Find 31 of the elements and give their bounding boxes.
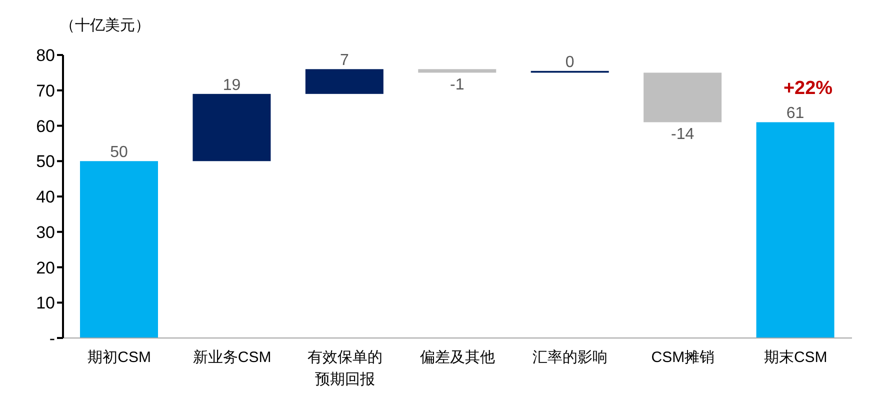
data-label: -14 xyxy=(671,126,694,144)
y-tick-label: 60 xyxy=(36,116,55,136)
bar xyxy=(418,69,496,73)
y-tick-label: 40 xyxy=(36,188,55,207)
y-tick-label: 50 xyxy=(36,152,55,172)
x-tick-label: 汇率的影响 xyxy=(532,349,608,366)
data-label: 19 xyxy=(222,76,241,94)
data-label: 50 xyxy=(110,144,128,162)
x-tick-label: 偏差及其他 xyxy=(420,349,495,366)
y-tick-label: 30 xyxy=(36,222,55,242)
y-tick-label: 70 xyxy=(36,81,55,100)
x-tick-label: 期末CSM xyxy=(764,349,828,366)
data-label: -1 xyxy=(450,76,464,94)
x-tick-label: 新业务CSM xyxy=(192,349,272,366)
y-tick-label: 80 xyxy=(36,46,55,66)
bar xyxy=(644,72,722,122)
annotation: +22% xyxy=(782,78,834,100)
data-label: 0 xyxy=(565,54,574,71)
bar xyxy=(192,94,271,162)
x-tick-label: CSM摊销 xyxy=(651,349,715,366)
y-tick-label: 20 xyxy=(36,258,55,278)
data-label: 61 xyxy=(786,105,804,122)
x-tick-label: 期初CSM xyxy=(88,349,152,366)
y-tick-label: 10 xyxy=(36,294,55,313)
data-label: 7 xyxy=(340,52,349,70)
bar xyxy=(305,69,384,94)
bar xyxy=(756,122,834,338)
bar xyxy=(80,161,158,338)
x-tick-label: 有效保单的预期回报 xyxy=(307,349,382,388)
y-axis-title: （十亿美元） xyxy=(60,16,150,35)
y-tick-label: - xyxy=(49,329,55,348)
